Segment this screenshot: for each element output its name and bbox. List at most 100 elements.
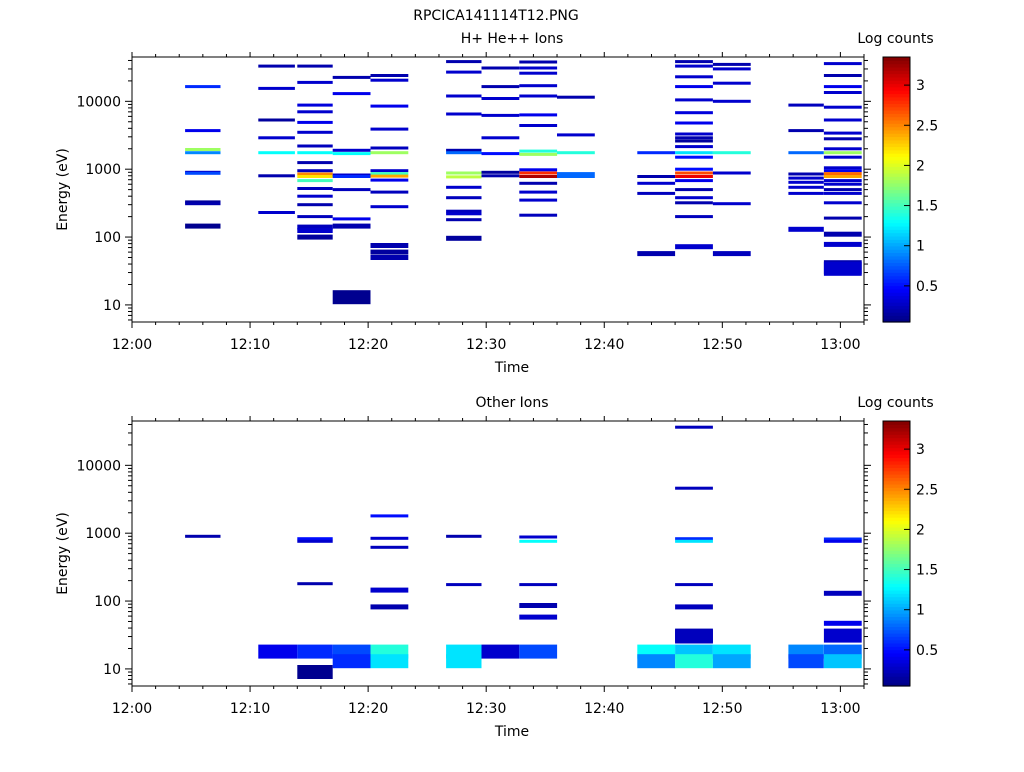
colorbar-segment (883, 540, 910, 545)
heatmap-cell (712, 81, 751, 85)
heatmap-cell (446, 218, 482, 222)
heatmap-cell (712, 251, 751, 257)
colorbar-segment (883, 222, 910, 227)
heatmap-cell (675, 136, 713, 140)
heatmap-cell (675, 155, 713, 159)
heatmap-cell (519, 66, 558, 70)
heatmap-cell (675, 85, 713, 89)
colorbar-segment (883, 308, 910, 313)
heatmap-cell (823, 131, 862, 135)
heatmap-cell (675, 539, 713, 543)
heatmap-cell (675, 654, 713, 669)
colorbar-segment (883, 255, 910, 260)
heatmap-cell (675, 583, 713, 587)
heatmap-cell (519, 644, 558, 659)
heatmap-cell (823, 179, 862, 183)
heatmap-cell (297, 151, 333, 155)
colorbar-segment (883, 666, 910, 671)
colorbar-segment (883, 103, 910, 108)
heatmap-cell (675, 604, 713, 610)
heatmap-cell (332, 175, 371, 178)
heatmap-cell (675, 179, 713, 183)
heatmap-cell (557, 133, 595, 137)
heatmap-cell (823, 172, 862, 176)
x-tick-label: 12:30 (466, 701, 506, 717)
colorbar-tick-label: 1.5 (916, 199, 938, 215)
heatmap-cell (370, 78, 409, 82)
colorbar-segment (883, 520, 910, 525)
colorbar-segment (883, 636, 910, 641)
heatmap-cell (185, 534, 221, 538)
colorbar-segment (883, 586, 910, 591)
figure-title: RPCICA141114T12.PNG (413, 8, 578, 24)
colorbar-segment (883, 553, 910, 558)
colorbar-segment (883, 113, 910, 118)
colorbar-segment (883, 96, 910, 101)
colorbar-segment (883, 599, 910, 604)
heatmap-cell (823, 74, 862, 77)
colorbar-segment (883, 566, 910, 571)
heatmap-cell (675, 196, 713, 200)
heatmap-cell (675, 537, 713, 541)
heatmap-cell (297, 80, 333, 84)
heatmap-cell (712, 151, 751, 155)
colorbar-segment (883, 252, 910, 257)
colorbar-segment (883, 262, 910, 267)
heatmap-cell (557, 175, 595, 178)
heatmap-cell (519, 171, 558, 175)
colorbar-segment (883, 596, 910, 601)
colorbar-segment (883, 202, 910, 207)
colorbar-segment (883, 580, 910, 584)
colorbar-frame (882, 420, 911, 687)
colorbar-segment (883, 295, 910, 300)
heatmap-cell (446, 151, 482, 155)
heatmap-cell (297, 203, 333, 207)
heatmap-cell (823, 216, 862, 220)
heatmap-cells (185, 425, 862, 679)
heatmap-cell (185, 223, 221, 229)
colorbar-segment (883, 129, 910, 134)
colorbar-segment (883, 182, 910, 187)
colorbar-segment (883, 179, 910, 184)
x-tick-label: 12:40 (584, 701, 624, 717)
panel-h-he-ions: 12:00 12:10 12:20 12:30 12:40 12:50 13:00 10 100… (55, 31, 938, 376)
colorbar-segment (883, 93, 910, 98)
colorbar-segment (883, 470, 910, 475)
y-tick-label: 10000 (76, 94, 121, 110)
heatmap-cell (297, 175, 333, 178)
heatmap-cell (823, 537, 862, 541)
x-tick-label: 12:20 (348, 337, 388, 353)
x-tick-label: 12:40 (584, 337, 624, 353)
heatmap-cell (823, 191, 862, 195)
heatmap-cell (258, 211, 295, 214)
colorbar-segment (883, 483, 910, 488)
colorbar-segment (883, 212, 910, 217)
heatmap-cell (712, 171, 751, 175)
colorbar-segment (883, 517, 910, 521)
heatmap-cell (370, 190, 409, 194)
heatmap-cell (519, 603, 558, 608)
colorbar-label: Log counts (857, 31, 933, 47)
heatmap-cell (519, 181, 558, 185)
colorbar-segment (883, 570, 910, 574)
heatmap-cell (675, 201, 713, 205)
heatmap-cell (823, 137, 862, 141)
heatmap-cell (297, 539, 333, 543)
heatmap-cell (370, 604, 409, 610)
colorbar-segment (883, 474, 910, 478)
colorbar-segment (883, 206, 910, 210)
heatmap-cell (481, 136, 520, 140)
colorbar-segment (883, 110, 910, 114)
heatmap-cell (675, 111, 713, 115)
colorbar-segment (883, 527, 910, 531)
colorbar-segment (883, 136, 910, 141)
heatmap-cell (446, 196, 482, 200)
colorbar-segment (883, 450, 910, 455)
colorbar-segment (883, 576, 910, 581)
heatmap-cell (519, 583, 558, 587)
colorbar-label: Log counts (857, 395, 933, 411)
colorbar-segment (883, 457, 910, 462)
heatmap-cell (823, 654, 862, 669)
heatmap-cell (297, 144, 333, 148)
colorbar-segment (883, 176, 910, 181)
